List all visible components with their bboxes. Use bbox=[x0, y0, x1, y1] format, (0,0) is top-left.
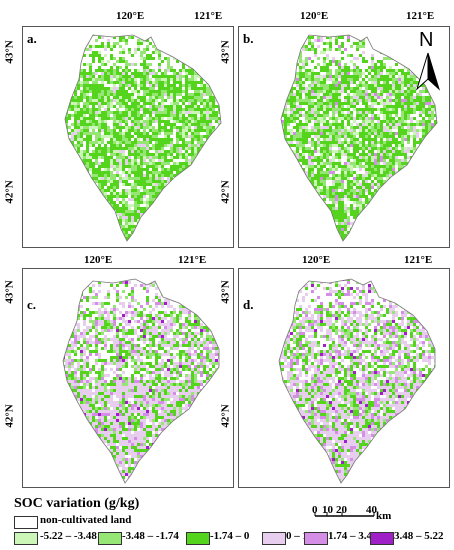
map-region-c bbox=[62, 278, 220, 484]
map-panel-c: c. bbox=[22, 268, 234, 488]
lat-label-42: 42°N bbox=[219, 180, 232, 204]
legend-label-non-cultivated: non-cultivated land bbox=[40, 514, 132, 526]
lat-label-43: 43°N bbox=[219, 280, 232, 304]
lat-label-43: 43°N bbox=[3, 280, 16, 304]
map-panel-d: d. bbox=[238, 268, 450, 488]
lon-label-121: 121°E bbox=[406, 10, 435, 22]
legend-swatch-6 bbox=[370, 532, 394, 545]
map-panel-a: a. bbox=[22, 26, 234, 248]
legend-swatch-3 bbox=[186, 532, 210, 545]
lat-label-42: 42°N bbox=[3, 404, 16, 428]
legend-swatch-4 bbox=[262, 532, 286, 545]
scale-tick-20: 20 bbox=[336, 504, 347, 516]
lat-label-43: 43°N bbox=[3, 40, 16, 64]
legend-title: SOC variation (g/kg) bbox=[14, 496, 140, 511]
lon-label-121: 121°E bbox=[404, 254, 433, 266]
north-arrow: N bbox=[411, 29, 445, 93]
lon-label-120: 120°E bbox=[300, 10, 329, 22]
scale-tick-40: 40 bbox=[366, 504, 377, 516]
legend-label-2: -3.48 – -1.74 bbox=[122, 530, 179, 542]
lon-label-120: 120°E bbox=[116, 10, 145, 22]
legend-swatch-1 bbox=[14, 532, 38, 545]
legend-label-1: -5.22 – -3.48 bbox=[40, 530, 97, 542]
panel-letter: b. bbox=[243, 31, 254, 46]
legend-swatch-2 bbox=[98, 532, 122, 545]
legend-label-6: 3.48 – 5.22 bbox=[394, 530, 444, 542]
lat-label-42: 42°N bbox=[3, 180, 16, 204]
map-region-a bbox=[64, 34, 222, 242]
panel-letter: c. bbox=[27, 297, 37, 312]
scale-tick-10: 10 bbox=[322, 504, 333, 516]
legend-swatch-non-cultivated bbox=[14, 516, 38, 529]
north-arrow-icon bbox=[415, 52, 441, 91]
scale-unit: km bbox=[376, 510, 392, 522]
lon-label-120: 120°E bbox=[84, 254, 113, 266]
lon-label-120: 120°E bbox=[302, 254, 331, 266]
panel-letter: d. bbox=[243, 297, 254, 312]
scale-bar: 0 10 20 40 km bbox=[312, 504, 392, 522]
legend-label-5: 1.74 – 3.48 bbox=[328, 530, 378, 542]
lat-label-43: 43°N bbox=[219, 40, 232, 64]
legend-swatch-5 bbox=[304, 532, 328, 545]
panel-letter: a. bbox=[27, 31, 37, 46]
lon-label-121: 121°E bbox=[194, 10, 223, 22]
north-label: N bbox=[419, 29, 434, 51]
map-panel-b: b. N bbox=[238, 26, 450, 248]
scale-tick-0: 0 bbox=[312, 504, 318, 516]
lon-label-121: 121°E bbox=[178, 254, 207, 266]
lat-label-42: 42°N bbox=[219, 404, 232, 428]
legend-label-3: -1.74 – 0 bbox=[210, 530, 250, 542]
map-region-d bbox=[278, 278, 436, 484]
